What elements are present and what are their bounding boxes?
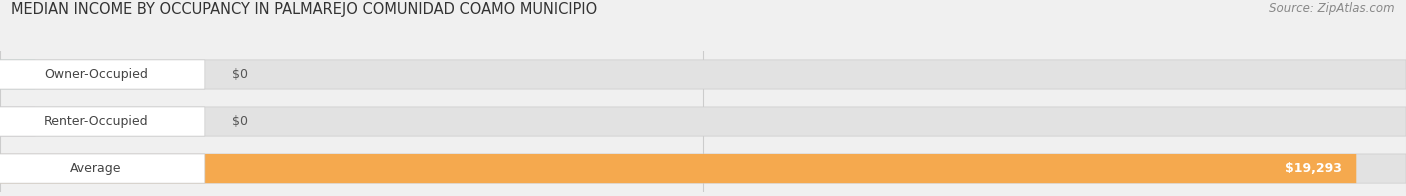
Text: Source: ZipAtlas.com: Source: ZipAtlas.com	[1270, 2, 1395, 15]
FancyBboxPatch shape	[0, 60, 205, 89]
Text: Renter-Occupied: Renter-Occupied	[44, 115, 148, 128]
FancyBboxPatch shape	[0, 60, 1406, 89]
Text: $0: $0	[232, 115, 247, 128]
Text: MEDIAN INCOME BY OCCUPANCY IN PALMAREJO COMUNIDAD COAMO MUNICIPIO: MEDIAN INCOME BY OCCUPANCY IN PALMAREJO …	[11, 2, 598, 17]
FancyBboxPatch shape	[0, 154, 1357, 183]
FancyBboxPatch shape	[0, 107, 1406, 136]
FancyBboxPatch shape	[0, 154, 205, 183]
Text: Owner-Occupied: Owner-Occupied	[44, 68, 148, 81]
FancyBboxPatch shape	[0, 107, 35, 136]
FancyBboxPatch shape	[0, 154, 1406, 183]
Text: Average: Average	[70, 162, 122, 175]
Text: $19,293: $19,293	[1285, 162, 1343, 175]
Text: $0: $0	[232, 68, 247, 81]
FancyBboxPatch shape	[0, 60, 35, 89]
FancyBboxPatch shape	[0, 107, 205, 136]
